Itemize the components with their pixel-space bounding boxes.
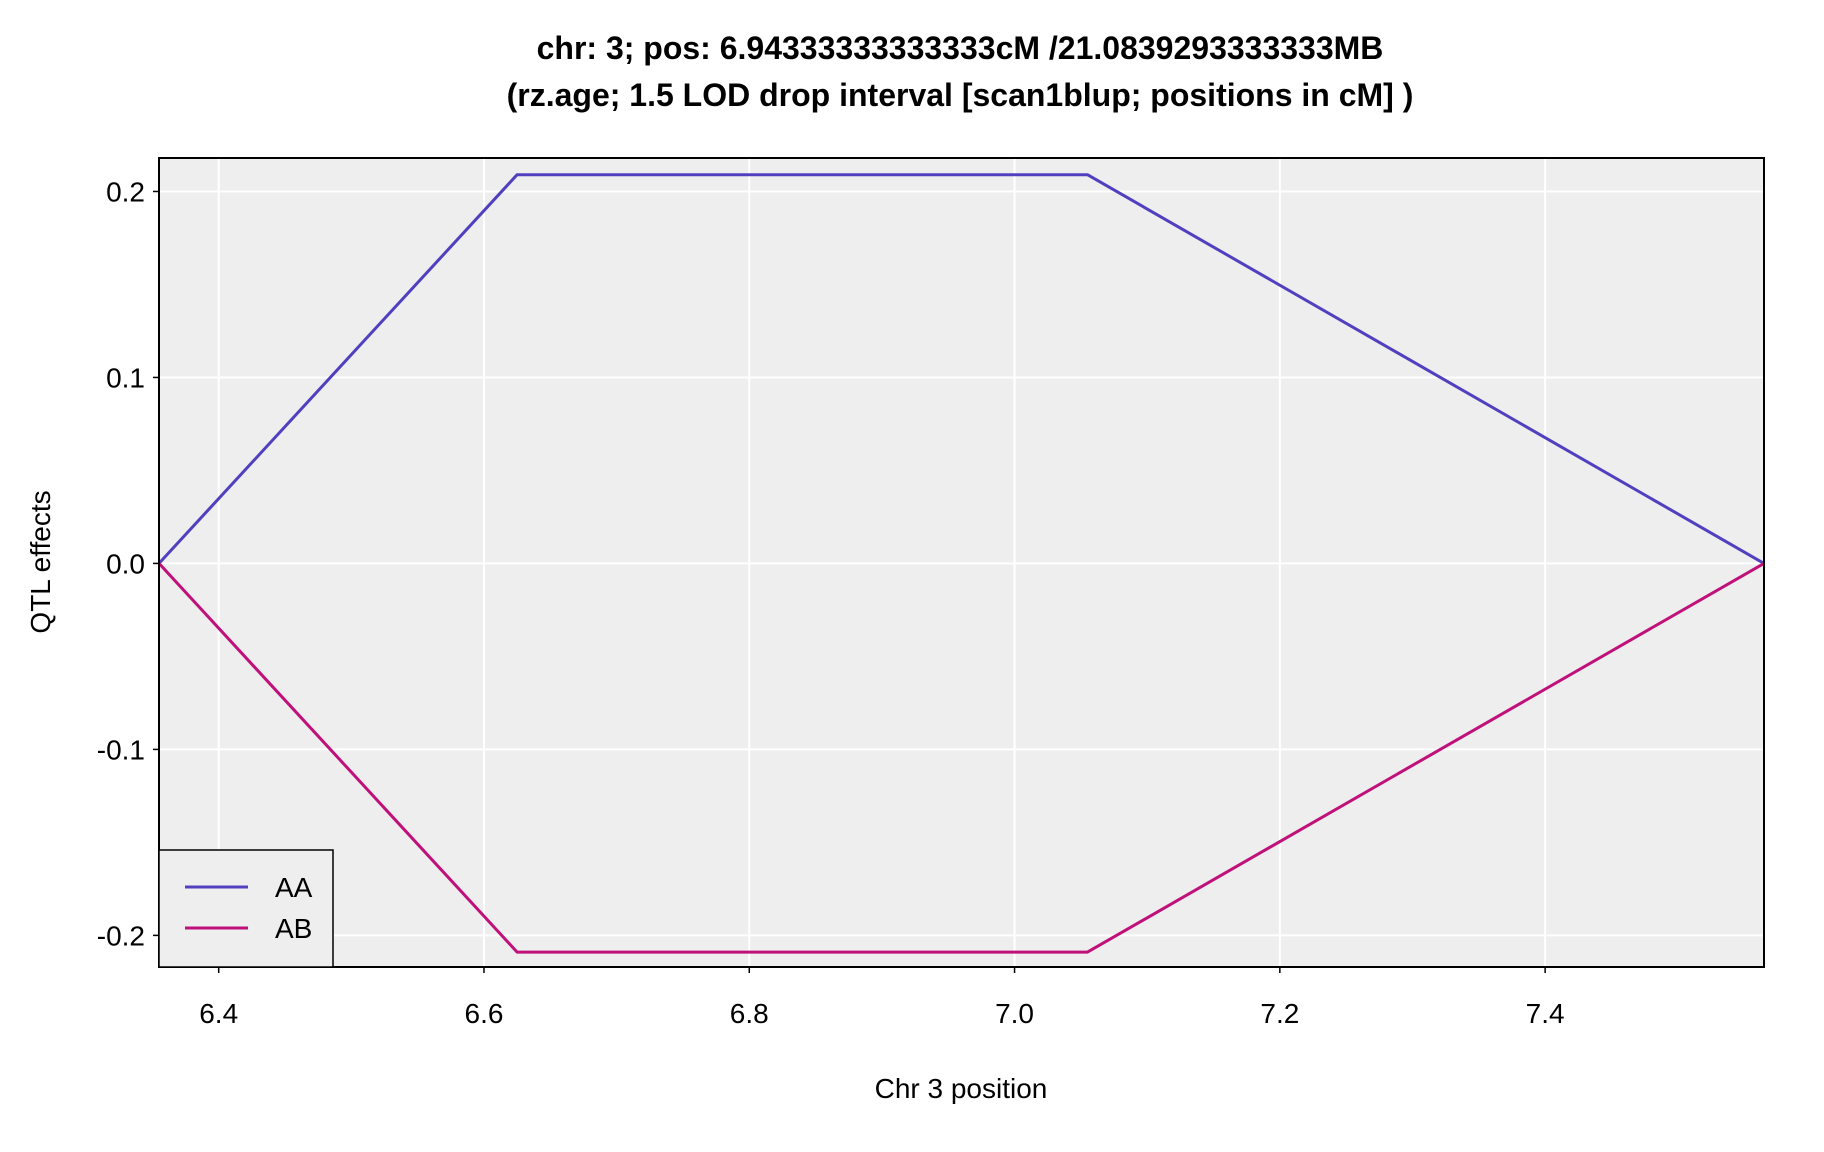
x-tick-label: 6.4 — [199, 998, 238, 1029]
chart-title-line2: (rz.age; 1.5 LOD drop interval [scan1blu… — [507, 77, 1414, 113]
x-tick-label: 7.4 — [1526, 998, 1565, 1029]
plot-frame — [158, 157, 1765, 968]
legend: AA AB — [158, 849, 334, 968]
series-line-ab — [157, 562, 1765, 954]
y-tick-label: -0.2 — [97, 920, 145, 951]
series-line-aa — [157, 173, 1765, 565]
x-axis-label: Chr 3 position — [875, 1073, 1048, 1104]
y-axis-label: QTL effects — [25, 490, 56, 633]
x-tick-label: 7.0 — [995, 998, 1034, 1029]
y-tick-label: 0.1 — [106, 362, 145, 393]
series-lines — [157, 173, 1765, 954]
y-tick-label: 0.0 — [106, 548, 145, 579]
legend-label-ab: AB — [275, 913, 312, 944]
y-tick-label: 0.2 — [106, 176, 145, 207]
y-axis-ticks: -0.2 -0.1 0.0 0.1 0.2 — [97, 176, 159, 951]
chart-title-line1: chr: 3; pos: 6.94333333333333cM /21.0839… — [537, 30, 1384, 66]
x-tick-label: 6.6 — [465, 998, 504, 1029]
x-tick-label: 7.2 — [1260, 998, 1299, 1029]
x-tick-label: 6.8 — [730, 998, 769, 1029]
legend-box — [158, 849, 334, 968]
y-tick-label: -0.1 — [97, 734, 145, 765]
x-axis-ticks: 6.4 6.6 6.8 7.0 7.2 7.4 — [199, 967, 1565, 1029]
grid-lines — [159, 158, 1764, 967]
legend-label-aa: AA — [275, 872, 313, 903]
